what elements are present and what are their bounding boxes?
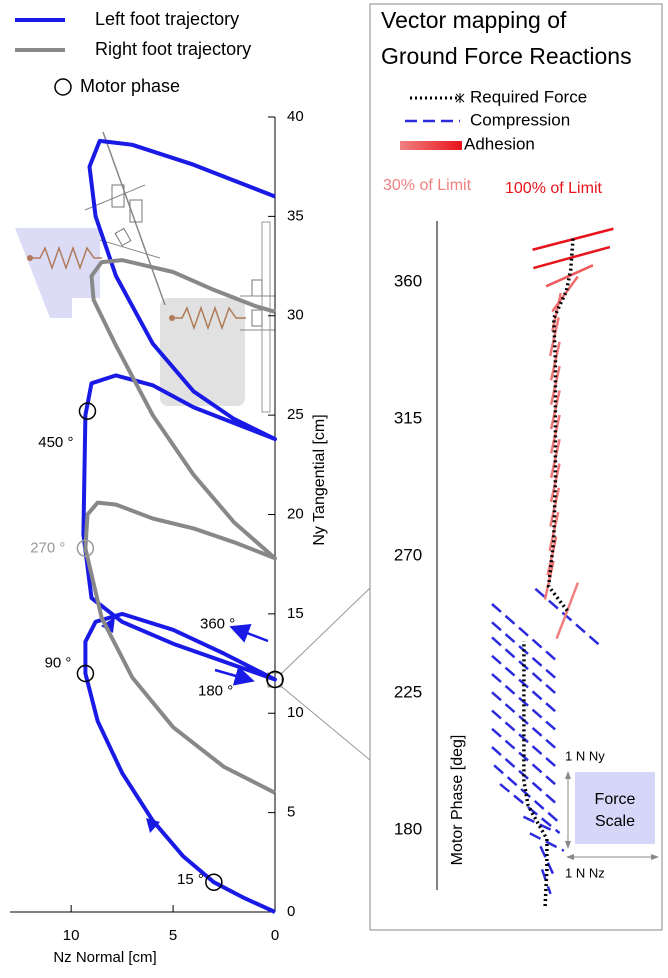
phase-label: 270 ° <box>30 539 65 556</box>
y-axis-label: Ny Tangential [cm] <box>311 414 328 545</box>
y-tick-label: 20 <box>287 505 304 522</box>
y-tick-label: 40 <box>287 108 304 125</box>
y-tick-label: 15 <box>287 605 304 622</box>
x-tick-label: 5 <box>169 927 177 944</box>
x-tick-label: 10 <box>63 927 80 944</box>
zoom-line <box>282 588 370 673</box>
phase-label: 180 ° <box>198 682 233 699</box>
robot-sketch <box>15 132 275 412</box>
legend-label: Right foot trajectory <box>95 39 251 59</box>
y-tick-label: 180 <box>394 819 422 838</box>
phase-label: 360 ° <box>200 615 235 632</box>
legend-label: Adhesion <box>464 134 535 153</box>
y-tick-label: 0 <box>287 903 295 920</box>
legend-label: Left foot trajectory <box>95 9 239 29</box>
phase-label: 450 ° <box>38 434 73 451</box>
legend-label: Required Force <box>470 87 587 106</box>
phase-label: 90 ° <box>45 654 72 671</box>
force-scale-title: Scale <box>595 813 635 830</box>
y-tick-label: 5 <box>287 804 295 821</box>
y-tick-label: 225 <box>394 682 422 701</box>
y-tick-label: 35 <box>287 207 304 224</box>
limit-label: 100% of Limit <box>505 180 602 197</box>
panel-title: Ground Force Reactions <box>381 43 632 69</box>
y-tick-label: 315 <box>394 408 422 427</box>
x-tick-label: 0 <box>271 927 279 944</box>
x-axis-label: Nz Normal [cm] <box>53 949 156 966</box>
phase-label: 15 ° <box>177 871 204 888</box>
legend-label: Compression <box>470 110 570 129</box>
limit-label: 30% of Limit <box>383 177 472 194</box>
panel-title: Vector mapping of <box>381 7 567 33</box>
y-axis-label: Motor Phase [deg] <box>449 735 466 866</box>
force-scale-title: Force <box>595 791 636 808</box>
zoom-line <box>282 687 370 760</box>
legend-marker <box>55 79 71 95</box>
direction-arrow <box>234 628 268 641</box>
y-tick-label: 25 <box>287 406 304 423</box>
figure: Nz Normal [cm] Ny Tangential [cm] Left f… <box>0 0 668 973</box>
y-tick-label: 30 <box>287 307 304 324</box>
force-scale-label: 1 N Ny <box>565 748 605 763</box>
force-scale-label: 1 N Nz <box>565 865 605 880</box>
y-tick-label: 360 <box>394 271 422 290</box>
legend-label: Motor phase <box>80 76 180 96</box>
legend-gradient <box>400 141 462 150</box>
y-tick-label: 10 <box>287 704 304 721</box>
direction-arrow <box>215 670 250 680</box>
y-tick-label: 270 <box>394 545 422 564</box>
